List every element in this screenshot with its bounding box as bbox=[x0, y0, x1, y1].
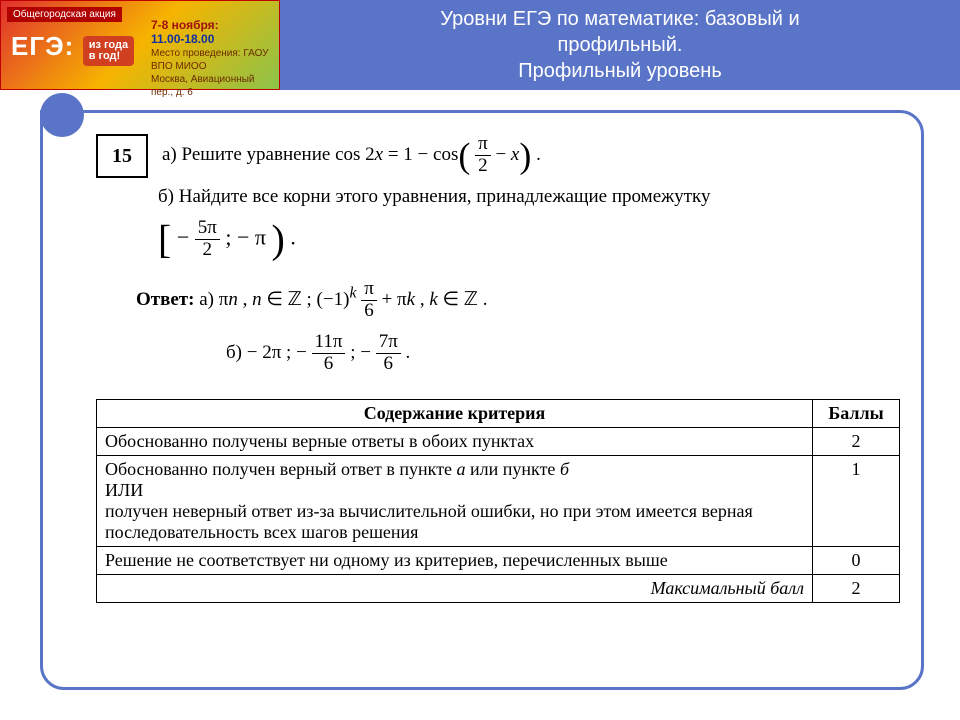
criteria-cell: Обоснованно получены верные ответы в обо… bbox=[97, 427, 813, 455]
slide-title: Уровни ЕГЭ по математике: базовый и проф… bbox=[440, 6, 799, 84]
col-points: Баллы bbox=[813, 399, 900, 427]
event-date: 7-8 ноября: bbox=[151, 18, 219, 32]
table-row: Решение не соответствует ни одному из кр… bbox=[97, 546, 900, 574]
criteria-table: Содержание критерия Баллы Обоснованно по… bbox=[96, 399, 900, 603]
slide: Общегородская акция ЕГЭ: из годав год! 7… bbox=[0, 0, 960, 720]
max-points: 2 bbox=[813, 574, 900, 602]
venue-line-2: Москва, Авиационный пер., д. 6 bbox=[151, 74, 255, 98]
content: 15 а) Решите уравнение cos 2x = 1 − cos(… bbox=[96, 130, 900, 603]
event-time: 11.00-18.00 bbox=[151, 32, 214, 46]
venue-line-1: Место проведения: ГАОУ ВПО МИОО bbox=[151, 48, 268, 72]
col-criteria: Содержание критерия bbox=[97, 399, 813, 427]
answer-b: б) − 2π ; − 11π6 ; − 7π6 . bbox=[226, 332, 900, 375]
max-label: Максимальный балл bbox=[97, 574, 813, 602]
points-cell: 1 bbox=[813, 455, 900, 546]
header: Общегородская акция ЕГЭ: из годав год! 7… bbox=[0, 0, 960, 90]
criteria-cell: Решение не соответствует ни одному из кр… bbox=[97, 546, 813, 574]
ribbon-text: Общегородская акция bbox=[7, 7, 122, 22]
points-cell: 0 bbox=[813, 546, 900, 574]
table-row: Обоснованно получены верные ответы в обо… bbox=[97, 427, 900, 455]
event-badge: Общегородская акция ЕГЭ: из годав год! 7… bbox=[0, 0, 280, 90]
answer-a: Ответ: а) πn , n ∈ ℤ ; (−1)k π6 + πk , k… bbox=[136, 279, 900, 322]
criteria-cell: Обоснованно получен верный ответ в пункт… bbox=[97, 455, 813, 546]
logo-text: ЕГЭ: bbox=[11, 31, 74, 61]
problem-number: 15 bbox=[96, 134, 148, 178]
table-row: Обоснованно получен верный ответ в пункт… bbox=[97, 455, 900, 546]
interval: [ − 5π2 ; − π ) . bbox=[158, 218, 900, 261]
logo: ЕГЭ: из годав год! bbox=[11, 31, 134, 66]
problem-part-b: б) Найдите все корни этого уравнения, пр… bbox=[158, 182, 900, 212]
problem-part-a: 15 а) Решите уравнение cos 2x = 1 − cos(… bbox=[96, 134, 900, 178]
table-max-row: Максимальный балл 2 bbox=[97, 574, 900, 602]
table-header-row: Содержание критерия Баллы bbox=[97, 399, 900, 427]
event-info: 7-8 ноября: 11.00-18.00 Место проведения… bbox=[151, 19, 279, 99]
points-cell: 2 bbox=[813, 427, 900, 455]
logo-tagline: из годав год! bbox=[83, 36, 134, 66]
title-bar: Уровни ЕГЭ по математике: базовый и проф… bbox=[280, 0, 960, 90]
